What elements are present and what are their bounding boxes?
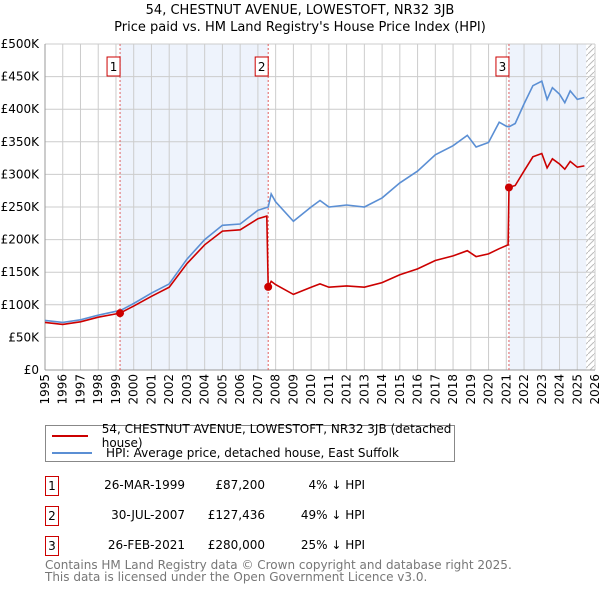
hpi-line — [44, 80, 585, 324]
sale-label-box — [495, 56, 510, 77]
x-tick-label: 2022 — [517, 374, 531, 405]
red-line-swatch — [52, 435, 88, 437]
sale-price: £127,436 — [207, 508, 265, 522]
sale-price: £280,000 — [207, 538, 265, 552]
y-tick-label: £250K — [1, 200, 41, 214]
sale-price: £87,200 — [215, 478, 265, 492]
x-tick-label: 2018 — [446, 374, 460, 405]
y-tick-label: £400K — [1, 102, 41, 116]
y-tick-label: £350K — [1, 135, 41, 149]
x-tick-label: 2010 — [304, 374, 318, 405]
x-tick-label: 2011 — [322, 374, 336, 405]
x-tick-label: 2005 — [215, 374, 229, 405]
sale-label-box — [106, 56, 121, 77]
sale-date: 26-FEB-2021 — [107, 538, 185, 552]
x-tick-label: 2021 — [499, 374, 513, 405]
property-price-line — [44, 152, 585, 326]
x-tick-label: 2008 — [269, 374, 283, 405]
legend: 54, CHESTNUT AVENUE, LOWESTOFT, NR32 3JB… — [45, 422, 455, 462]
y-tick-label: £150K — [1, 265, 41, 279]
x-tick-label: 2019 — [464, 374, 478, 405]
legend-label: HPI: Average price, detached house, East… — [106, 446, 399, 460]
footer-licence: This data is licensed under the Open Gov… — [45, 570, 428, 584]
x-tick-label: 2016 — [411, 374, 425, 405]
sale-label: 2 — [258, 60, 266, 74]
x-tick-label: 1997 — [73, 374, 87, 405]
y-tick-label: £500K — [1, 37, 41, 51]
sale-number-badge: 1 — [45, 476, 59, 496]
x-tick-label: 1995 — [38, 374, 52, 405]
price-chart: 1995 1996 1997 1998 1999 2000 2001 2002 2003 2004… — [1, 37, 600, 405]
sale-point — [116, 309, 125, 318]
x-tick-label: 1996 — [56, 374, 70, 405]
x-tick-label: 2020 — [482, 374, 496, 405]
sale-hpi-diff: 25% ↓ HPI — [300, 538, 365, 552]
x-tick-label: 2000 — [127, 374, 141, 405]
sale-number-badge: 3 — [45, 536, 59, 556]
y-tick-label: £200K — [1, 233, 41, 247]
sale-point — [264, 282, 273, 291]
x-tick-label: 2026 — [588, 374, 600, 405]
sale-number-badge: 2 — [45, 506, 59, 526]
x-tick-label: 2001 — [144, 374, 158, 405]
y-tick-label: £300K — [1, 167, 41, 181]
sale-label: 3 — [499, 60, 507, 74]
x-tick-label: 2023 — [535, 374, 549, 405]
y-tick-label: £0 — [24, 363, 39, 377]
sale-label: 1 — [110, 60, 118, 74]
sale-point — [504, 183, 513, 192]
legend-item-property: 54, CHESTNUT AVENUE, LOWESTOFT, NR32 3JB… — [52, 422, 454, 450]
x-tick-label: 2025 — [570, 374, 584, 405]
footer-copyright: Contains HM Land Registry data © Crown c… — [45, 558, 512, 572]
y-tick-label: £100K — [1, 298, 41, 312]
x-tick-label: 2014 — [375, 374, 389, 405]
x-tick-label: 2024 — [553, 374, 567, 405]
blue-line-swatch — [52, 452, 92, 454]
x-tick-label: 2013 — [357, 374, 371, 405]
x-tick-label: 2012 — [340, 374, 354, 405]
sale-hpi-diff: 49% ↓ HPI — [300, 508, 365, 522]
legend-label: 54, CHESTNUT AVENUE, LOWESTOFT, NR32 3JB… — [101, 422, 452, 450]
chart-subtitle: Price paid vs. HM Land Registry's House … — [114, 20, 486, 35]
x-tick-label: 2015 — [393, 374, 407, 405]
y-tick-label: £450K — [1, 70, 41, 84]
sale-date: 26-MAR-1999 — [104, 478, 185, 492]
sale-hpi-diff: 4% ↓ HPI — [308, 478, 365, 492]
x-tick-label: 1998 — [91, 374, 105, 405]
x-tick-label: 2002 — [162, 374, 176, 405]
x-tick-label: 2009 — [286, 374, 300, 405]
sale-date: 30-JUL-2007 — [111, 508, 185, 522]
x-tick-label: 1999 — [109, 374, 123, 405]
legend-item-hpi: HPI: Average price, detached house, East… — [52, 445, 399, 461]
chart-title: 54, CHESTNUT AVENUE, LOWESTOFT, NR32 3JB — [145, 3, 455, 18]
x-tick-label: 2007 — [251, 374, 265, 405]
x-tick-label: 2003 — [180, 374, 194, 405]
x-tick-label: 2017 — [428, 374, 442, 405]
sale-label-box — [254, 56, 269, 77]
x-tick-label: 2006 — [233, 374, 247, 405]
y-tick-label: £50K — [8, 330, 40, 344]
x-tick-label: 2004 — [198, 374, 212, 405]
